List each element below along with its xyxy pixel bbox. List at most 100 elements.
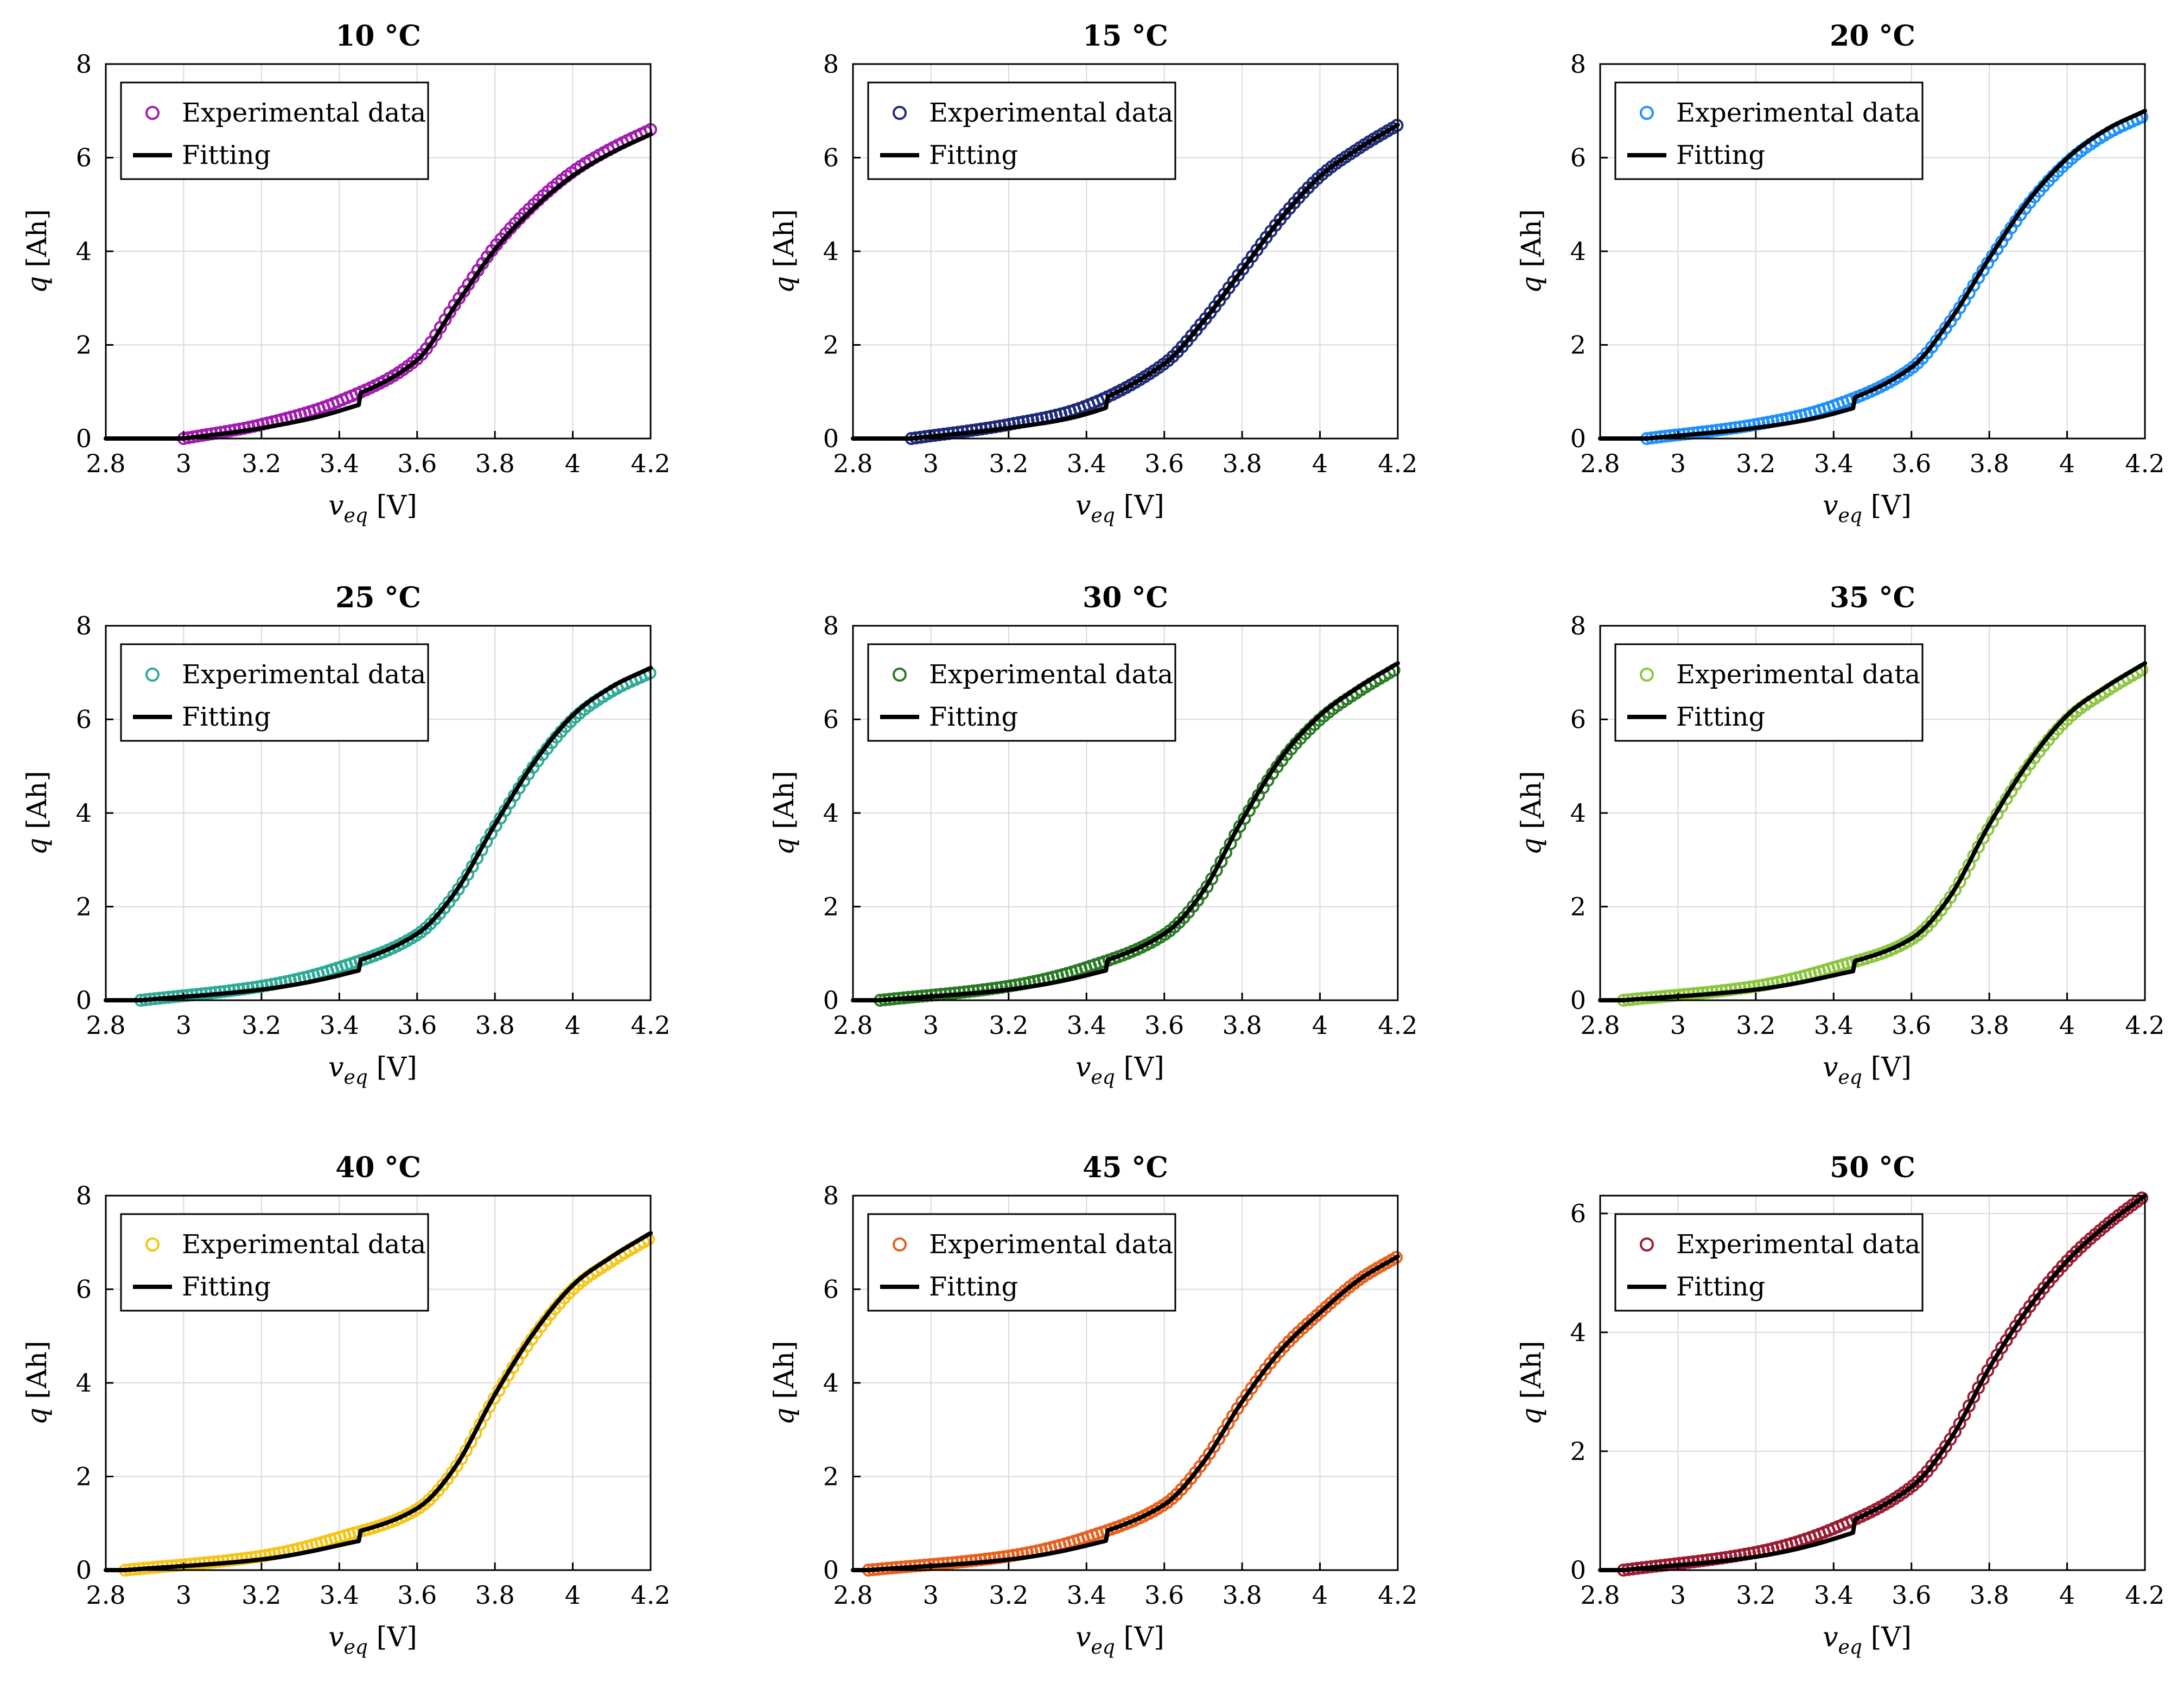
x-tick-label: 3.4 <box>320 449 359 478</box>
x-tick-label: 2.8 <box>86 449 125 478</box>
experimental-point <box>1734 982 1747 995</box>
panel-50c: 2.8 3 3.2 3.4 3.6 3.8 4 4.2 0 2 4 6 50 °C veq [V] q [A… <box>1516 1151 2165 1659</box>
legend-box <box>120 81 429 180</box>
panel-40c: 2.8 3 3.2 3.4 3.6 3.8 4 4.2 0 2 4 6 8 40 °C veq [V] q [… <box>21 1151 671 1659</box>
panel-20c: 2.8 3 3.2 3.4 3.6 3.8 4 4.2 0 2 4 6 8 20 °C veq [V] q [… <box>1516 20 2165 527</box>
y-tick-label: 8 <box>76 1181 92 1210</box>
legend-box <box>867 1213 1176 1312</box>
legend-label-fitting: Fitting <box>929 140 1018 170</box>
legend-box <box>1614 81 1924 180</box>
x-tick-label: 4.2 <box>2125 1011 2164 1040</box>
y-tick-label: 2 <box>76 892 92 922</box>
legend-label-experimental: Experimental data <box>929 659 1173 690</box>
x-tick-label: 3.2 <box>1736 449 1775 478</box>
y-tick-label: 8 <box>823 49 839 79</box>
y-tick-label: 0 <box>1570 1555 1586 1585</box>
y-tick-label: 6 <box>1570 143 1586 173</box>
y-tick-label: 4 <box>1570 798 1586 828</box>
legend-label-fitting: Fitting <box>1676 702 1765 732</box>
y-axis-label: q [Ah] <box>21 209 53 293</box>
x-tick-label: 3.8 <box>1970 449 2009 478</box>
x-tick-label: 4.2 <box>1378 1011 1417 1040</box>
x-tick-label: 2.8 <box>833 1580 873 1610</box>
y-tick-label: 8 <box>823 1181 839 1210</box>
x-tick-label: 4 <box>2059 1580 2075 1610</box>
y-axis-label: q [Ah] <box>1516 209 1547 293</box>
legend: Experimental data Fitting <box>867 81 1176 180</box>
y-axis-label: q [Ah] <box>768 1341 800 1425</box>
x-axis-label: veq [V] <box>1823 490 1912 527</box>
x-tick-label: 2.8 <box>86 1580 125 1610</box>
x-tick-label: 3.4 <box>320 1011 359 1040</box>
legend-marker-icon <box>1640 668 1654 682</box>
y-tick-label: 6 <box>823 705 839 734</box>
x-tick-label: 3.2 <box>241 1580 281 1610</box>
x-tick-label: 3 <box>1670 449 1686 478</box>
y-tick-label: 0 <box>823 1555 839 1585</box>
fitting-curve <box>851 123 1400 441</box>
y-tick-label: 8 <box>1570 49 1586 79</box>
x-tick-label: 3.8 <box>1970 1011 2009 1040</box>
y-tick-label: 4 <box>76 237 92 266</box>
x-tick-label: 3.8 <box>1222 449 1262 478</box>
legend-marker-icon <box>893 106 907 120</box>
x-tick-label: 4 <box>2059 1011 2075 1040</box>
x-tick-label: 3 <box>923 449 939 478</box>
y-tick-label: 2 <box>823 892 839 922</box>
legend-box <box>1614 1213 1924 1312</box>
y-tick-label: 6 <box>76 1275 92 1304</box>
legend: Experimental data Fitting <box>120 81 429 180</box>
experimental-point <box>992 1551 1006 1564</box>
legend-label-experimental: Experimental data <box>929 1229 1173 1260</box>
fitting-curve <box>1598 1193 2147 1572</box>
x-tick-label: 3.4 <box>1814 1011 1854 1040</box>
y-tick-label: 6 <box>823 1275 839 1304</box>
x-tick-label: 3 <box>1670 1580 1686 1610</box>
panel-30c: 2.8 3 3.2 3.4 3.6 3.8 4 4.2 0 2 4 6 8 30 °C veq [V] q [… <box>768 581 1418 1089</box>
y-tick-label: 0 <box>1570 986 1586 1015</box>
experimental-point <box>249 1550 263 1564</box>
x-tick-label: 3.8 <box>1970 1580 2009 1610</box>
x-tick-label: 3.2 <box>1736 1011 1775 1040</box>
x-tick-label: 4.2 <box>631 1580 670 1610</box>
panel-10c: 2.8 3 3.2 3.4 3.6 3.8 4 4.2 0 2 4 6 8 10 °C veq [V] q [… <box>21 20 671 527</box>
y-tick-label: 2 <box>76 1462 92 1491</box>
x-tick-label: 4 <box>1312 449 1328 478</box>
y-axis-label: q [Ah] <box>21 1341 53 1425</box>
legend-label-experimental: Experimental data <box>182 98 426 128</box>
x-tick-label: 2.8 <box>1580 449 1620 478</box>
panel-title: 50 °C <box>1830 1151 1915 1184</box>
legend-label-experimental: Experimental data <box>182 659 426 690</box>
x-tick-label: 3.8 <box>475 1011 515 1040</box>
experimental-point <box>990 981 1004 995</box>
panel-title: 40 °C <box>335 1151 421 1184</box>
experimental-point <box>988 1551 1002 1565</box>
legend-label-experimental: Experimental data <box>1676 659 1920 690</box>
x-axis-label: veq [V] <box>328 1051 417 1089</box>
y-tick-label: 2 <box>1570 1437 1586 1466</box>
x-tick-label: 3.8 <box>475 449 515 478</box>
x-tick-label: 4.2 <box>2125 1580 2164 1610</box>
experimental-point <box>1390 1250 1403 1264</box>
fitting-curve <box>104 1231 653 1572</box>
legend-box <box>867 643 1176 742</box>
legend-label-fitting: Fitting <box>1676 1272 1765 1302</box>
x-tick-label: 4 <box>565 1580 581 1610</box>
x-tick-label: 4 <box>1312 1580 1328 1610</box>
legend-label-fitting: Fitting <box>929 702 1018 732</box>
x-tick-label: 4.2 <box>631 1011 670 1040</box>
legend-marker-icon <box>145 668 160 682</box>
legend-marker-icon <box>1640 106 1654 120</box>
y-axis-label: q [Ah] <box>1516 1341 1547 1425</box>
legend-label-fitting: Fitting <box>929 1272 1018 1302</box>
x-tick-label: 3.2 <box>241 1011 281 1040</box>
experimental-point <box>2135 1191 2149 1205</box>
x-tick-label: 3.2 <box>241 449 281 478</box>
x-tick-label: 3.6 <box>1144 1580 1184 1610</box>
x-tick-label: 3 <box>923 1580 939 1610</box>
x-tick-label: 3.6 <box>397 449 437 478</box>
legend-marker-icon <box>893 1237 907 1252</box>
y-tick-label: 4 <box>76 1368 92 1398</box>
x-axis-label: veq [V] <box>328 490 417 527</box>
x-tick-label: 3.4 <box>1067 1580 1106 1610</box>
